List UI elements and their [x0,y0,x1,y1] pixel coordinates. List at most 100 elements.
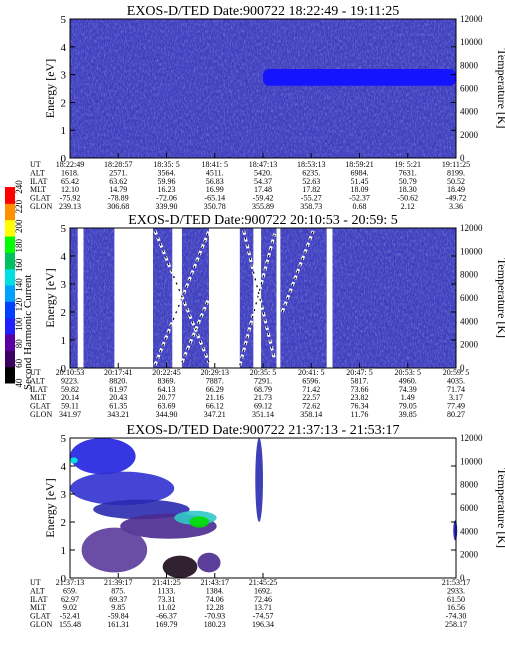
heatmap-cell [69,457,78,464]
heatmap-field [69,438,458,578]
heatmap-cell [81,527,148,573]
electron-band [263,69,456,86]
ephemeris-cell: 73.31 [158,595,176,604]
ephemeris-cell: 3.36 [449,202,463,211]
ephemeris-cell: -50.62 [397,194,418,203]
y-tick-label: 3 [61,489,67,501]
ephemeris-cell: 39.85 [399,410,417,419]
ephemeris-cell: -65.14 [204,194,225,203]
y-tick-label: 4 [61,251,67,263]
ephemeris-cell: 1384. [206,586,224,595]
streak-mark [180,297,211,363]
y-tick-label: 0 [61,363,67,375]
y-tick-label: 4 [61,42,67,54]
y-axis-label: Energy [eV] [43,268,57,327]
colorbar-swatch [5,187,15,204]
ephemeris-cell: 16.56 [447,603,465,612]
y2-axis-ticks: 0 2000 4000 6000 8000 10000 12000 [460,433,483,583]
ephemeris-cell: 20:59: 5 [443,368,469,377]
ephemeris-cell: 1133. [158,586,176,595]
ephemeris-cell: 358.14 [300,410,322,419]
y2-tick-label: 2000 [460,130,479,140]
ephemeris-cell: 65.42 [61,177,79,186]
ephemeris-cell: 155.48 [59,620,81,629]
ephemeris-cell: 11.02 [158,603,176,612]
ephemeris-cell: 72.46 [254,595,272,604]
ephemeris-cell: 56.83 [206,177,224,186]
ephemeris-cell: 358.73 [300,202,322,211]
ephemeris-cell: 20:47: 5 [346,368,372,377]
streak-mark [281,230,314,313]
colorbar-tick-label: 100 [14,317,24,331]
y2-tick-label: 4000 [460,526,479,536]
ephemeris-cell: -70.93 [204,612,225,621]
ephemeris-cell: 2933. [447,586,465,595]
data-gap [208,228,240,368]
ephemeris-cell: -74.57 [253,612,274,621]
ephemeris-cell: 20:10:53 [56,368,84,377]
y2-tick-label: 2000 [460,340,479,350]
panels: EXOS-D/TED Date:900722 18:22:49 - 19:11:… [30,4,505,629]
y2-tick-label: 6000 [460,503,479,513]
colorbar-swatch [5,285,15,302]
y-axis-label: Energy [eV] [43,478,57,537]
ephemeris-cell: 69.37 [109,595,127,604]
ephemeris-cell: 7631. [399,168,417,177]
y-tick-label: 4 [61,461,67,473]
ephemeris-cell: 18.09 [351,185,369,194]
panel-3: EXOS-D/TED Date:900722 21:37:13 - 21:53:… [30,423,505,629]
ephemeris-cell: 0.68 [353,202,367,211]
ephemeris-cell: 61.97 [109,385,127,394]
ephemeris-cell: 7291. [254,376,272,385]
ephemeris-row-label: UT [30,578,41,587]
streak-mark [154,230,210,363]
colorbar-tick-label: 40 [14,378,24,388]
y2-tick-label: 0 [460,363,465,373]
y2-tick-label: 8000 [460,60,479,70]
y2-tick-label: 8000 [460,270,479,280]
colorbar-tick-label: 200 [14,219,24,233]
ephemeris-cell: 18:47:13 [249,160,277,169]
ephemeris-row-label: ALT [30,376,45,385]
ephemeris-cell: 196.34 [252,620,274,629]
ephemeris-cell: 18:41: 5 [202,160,228,169]
y2-tick-label: 6000 [460,84,479,94]
ephemeris-cell: 12.10 [61,185,79,194]
y-tick-label: 0 [61,573,67,585]
ephemeris-cell: 347.21 [204,410,226,419]
ephemeris-cell: 6596. [302,376,320,385]
ephemeris-cell: -66.37 [156,612,177,621]
ephemeris-cell: 1618. [61,168,79,177]
streak-mark [239,233,276,366]
ephemeris-cell: 20:29:13 [201,368,229,377]
ephemeris-cell: 20.77 [158,393,176,402]
ephemeris-cell: 351.14 [252,410,274,419]
ephemeris-row-label: UT [30,160,41,169]
colorbar-swatch [5,268,15,286]
ephemeris-cell: 2571. [109,168,127,177]
y2-tick-label: 12000 [460,14,483,24]
ephemeris-cell: 20.14 [61,393,79,402]
ephemeris-cell: 16.99 [206,185,224,194]
ephemeris-row-label: GLAT [30,612,51,621]
ephemeris-cell: 20:53: 5 [395,368,421,377]
panel-title: EXOS-D/TED Date:900722 18:22:49 - 19:11:… [127,4,399,19]
ephemeris-cell: -49.72 [446,194,467,203]
ephemeris-cell: 50.52 [447,177,465,186]
ephemeris-cell: 169.79 [156,620,178,629]
ephemeris-cell: 20.43 [109,393,127,402]
ephemeris-cell: 355.89 [252,202,274,211]
ephemeris-cell: 61.50 [447,595,465,604]
ephemeris-cell: 52.63 [302,177,320,186]
ephemeris-row-label: ALT [30,586,45,595]
ephemeris-cell: -59.42 [253,194,274,203]
ephemeris-cell: 339.90 [156,202,178,211]
ephemeris-cell: 59.11 [61,402,79,411]
y2-tick-label: 2000 [460,550,479,560]
ephemeris-row-label: GLON [30,620,52,629]
ephemeris-cell: 18:59:21 [345,160,373,169]
colorbar-tick-label: 80 [14,339,24,349]
ephemeris-cell: 66.29 [206,385,224,394]
ephemeris-row-label: MLT [30,603,46,612]
